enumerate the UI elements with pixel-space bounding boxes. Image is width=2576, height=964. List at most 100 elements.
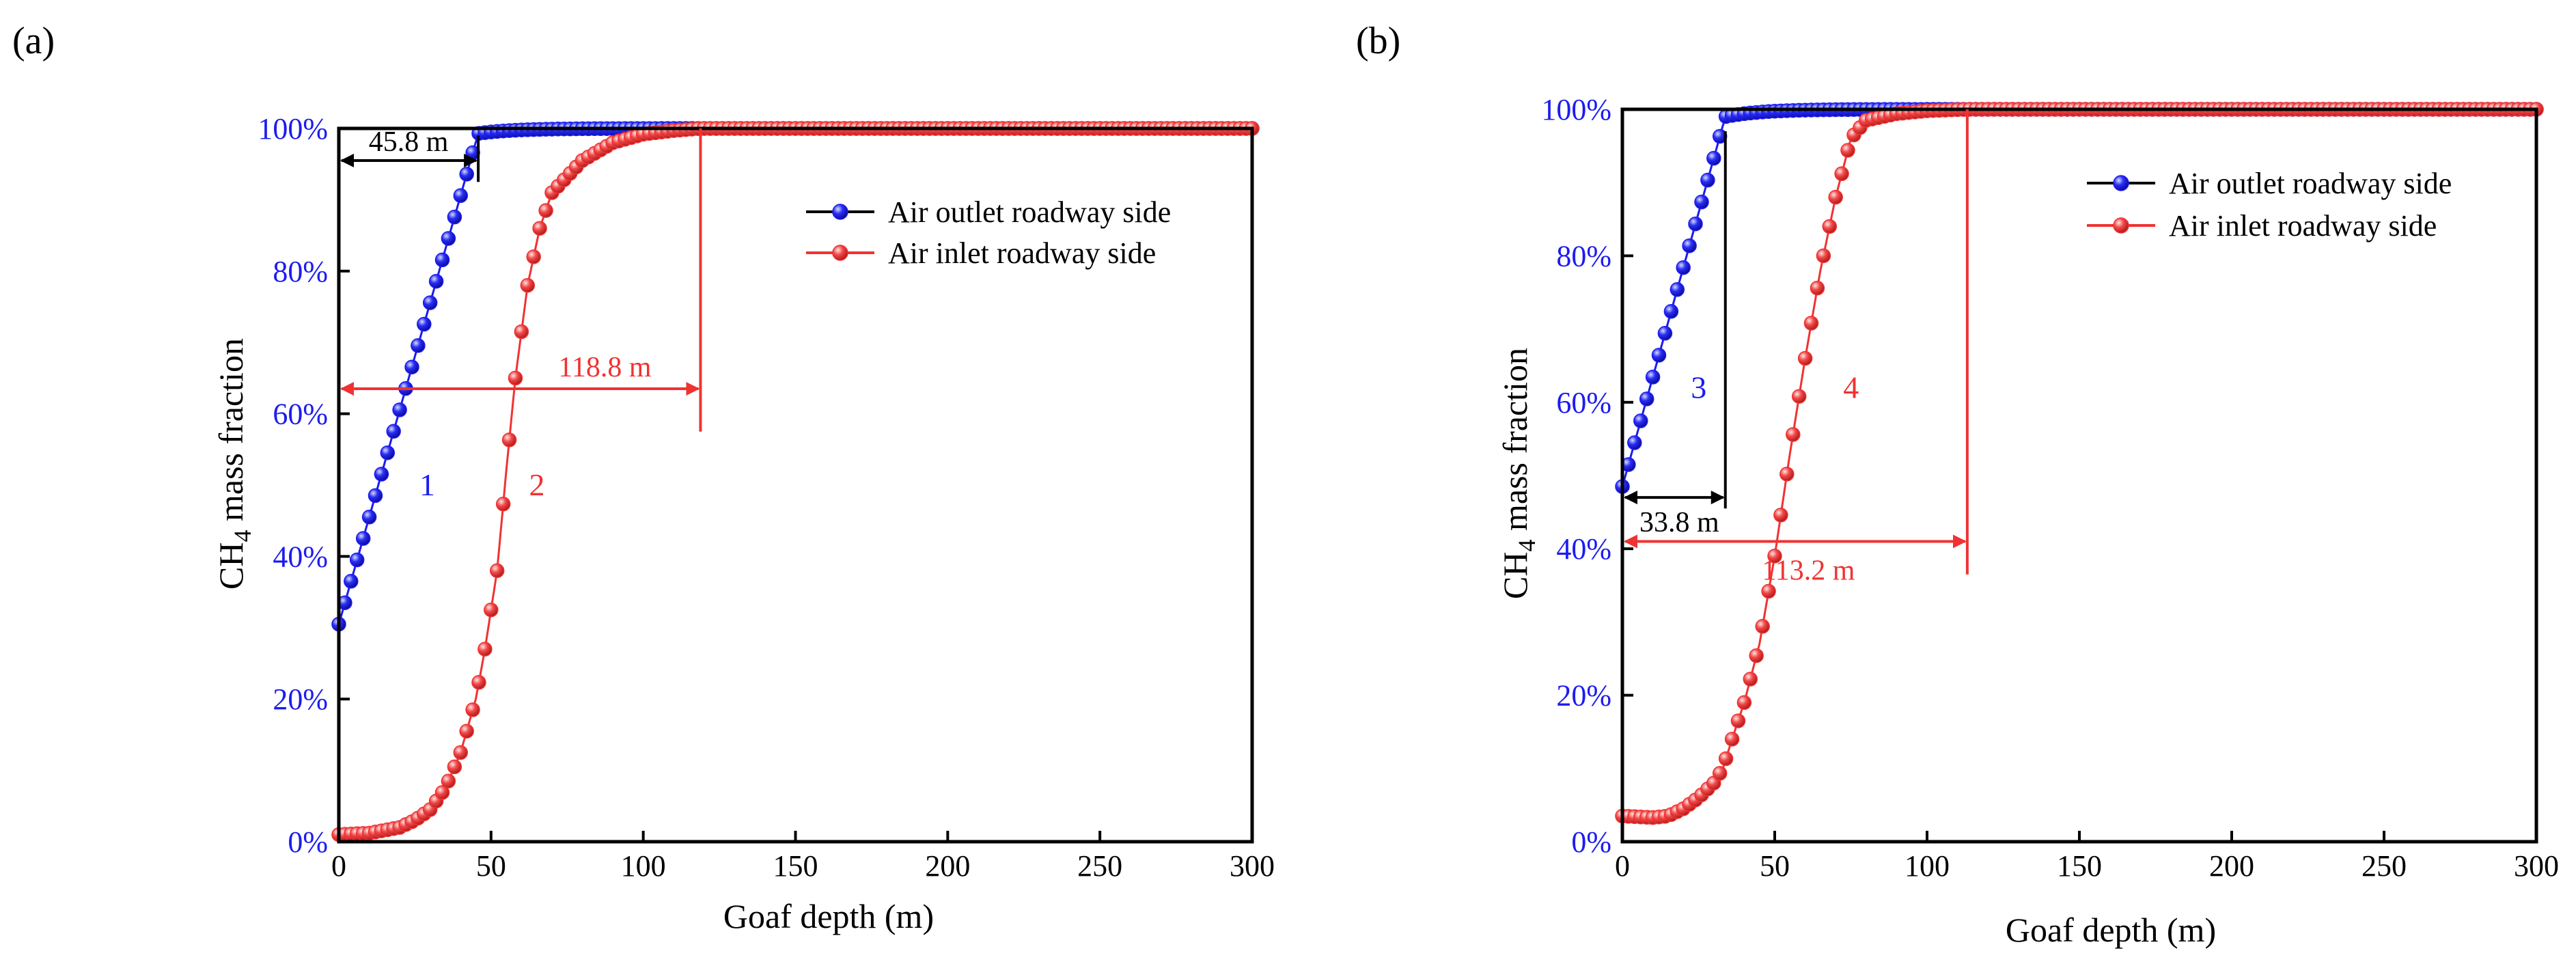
data-point [453,745,469,760]
distance-annotation: 33.8 m [1624,131,1727,538]
data-point [1803,316,1819,331]
x-tick-label: 300 [1230,849,1275,883]
legend-marker [832,245,848,261]
x-tick-label: 0 [331,849,346,883]
legend-entry: Air inlet roadway side [2169,209,2437,243]
data-point [1663,304,1679,319]
data-point [374,467,389,482]
data-point [434,785,450,800]
x-tick-label: 0 [1615,849,1630,883]
data-point [441,231,456,246]
data-point [1627,435,1642,450]
data-point [459,167,474,182]
x-tick-label: 250 [2362,849,2407,883]
data-point [489,563,505,579]
data-point [471,675,486,690]
x-tick-label: 300 [2514,849,2559,883]
data-point [1834,166,1849,182]
data-point [1688,216,1703,232]
data-point [1633,413,1648,428]
data-point [417,316,432,332]
data-point [344,574,359,589]
curve-label: 4 [1843,370,1859,404]
data-point [465,702,480,717]
data-point [434,252,450,268]
y-tick-label: 80% [1556,239,1611,273]
panel-label: (a) [12,20,55,62]
data-point [1657,326,1673,341]
curve-label: 2 [529,467,544,502]
series-air-inlet [331,121,1260,842]
legend-marker [2113,217,2129,234]
svg-text:CH4 mass fraction: CH4 mass fraction [1496,348,1540,599]
series-line [1621,108,2536,487]
data-point [1743,672,1758,687]
data-point [1730,713,1746,728]
y-tick-label: 60% [1556,386,1611,419]
data-point [538,203,553,218]
x-tick-label: 250 [1077,849,1122,883]
data-point [1810,280,1825,296]
y-tick-label: 20% [273,683,328,716]
data-point [477,642,493,657]
data-point [428,273,444,289]
data-point [1736,695,1752,711]
plot-frame [337,126,1254,844]
data-point [1767,549,1782,564]
series-air-outlet [1615,102,2544,494]
y-tick-label: 100% [258,112,328,146]
data-point [422,295,438,310]
data-point [1712,766,1728,781]
y-tick-label: 40% [1556,532,1611,566]
data-point [1755,619,1770,634]
y-tick-label: 0% [1571,825,1611,859]
legend-marker [2113,175,2129,191]
legend: Air outlet roadway side Air inlet roadway… [2087,167,2452,243]
x-tick-label: 150 [2057,849,2102,883]
data-point [1718,751,1734,767]
data-point [1645,370,1661,385]
data-point [349,552,365,568]
data-point [453,188,469,204]
x-axis-title: Goaf depth (m) [2006,911,2216,949]
panel-b: (b) CH4 mass fraction Goaf depth (m) 0 50… [1356,20,2559,949]
data-point [459,724,474,739]
data-point [1791,389,1807,404]
data-point [1700,172,1715,188]
data-point [1639,391,1654,407]
data-point [386,424,401,439]
data-point [1706,150,1721,166]
data-point [1773,508,1788,523]
data-point [1797,350,1813,366]
legend-marker [832,204,848,220]
distance-label: 45.8 m [369,126,449,158]
distance-annotation: 45.8 m [340,126,480,182]
distance-label: 33.8 m [1639,507,1719,538]
data-point [495,497,511,512]
curve-label: 1 [419,467,435,502]
svg-text:CH4 mass fraction: CH4 mass fraction [212,338,256,590]
x-tick-label: 100 [1905,849,1950,883]
distance-annotation: 118.8 m [340,128,702,432]
data-point [501,432,517,447]
y-tick-label: 100% [1541,93,1611,126]
data-point [1779,467,1795,482]
data-point [1676,260,1691,275]
legend: Air outlet roadway side Air inlet roadway… [806,195,1171,270]
x-tick-label: 200 [2209,849,2254,883]
x-tick-label: 100 [621,849,666,883]
y-axis-title: CH4 mass fraction [212,338,256,590]
y-axis-title: CH4 mass fraction [1496,348,1540,599]
data-point [361,510,377,525]
data-point [1816,248,1831,264]
data-point [1828,189,1843,205]
data-point [411,338,426,353]
legend-entry: Air inlet roadway side [888,236,1156,270]
distance-annotation: 113.2 m [1624,109,1969,586]
data-point [1682,238,1697,253]
legend-entry: Air outlet roadway side [888,195,1171,229]
x-tick-label: 50 [476,849,506,883]
data-point [392,402,407,417]
data-point [380,445,396,460]
